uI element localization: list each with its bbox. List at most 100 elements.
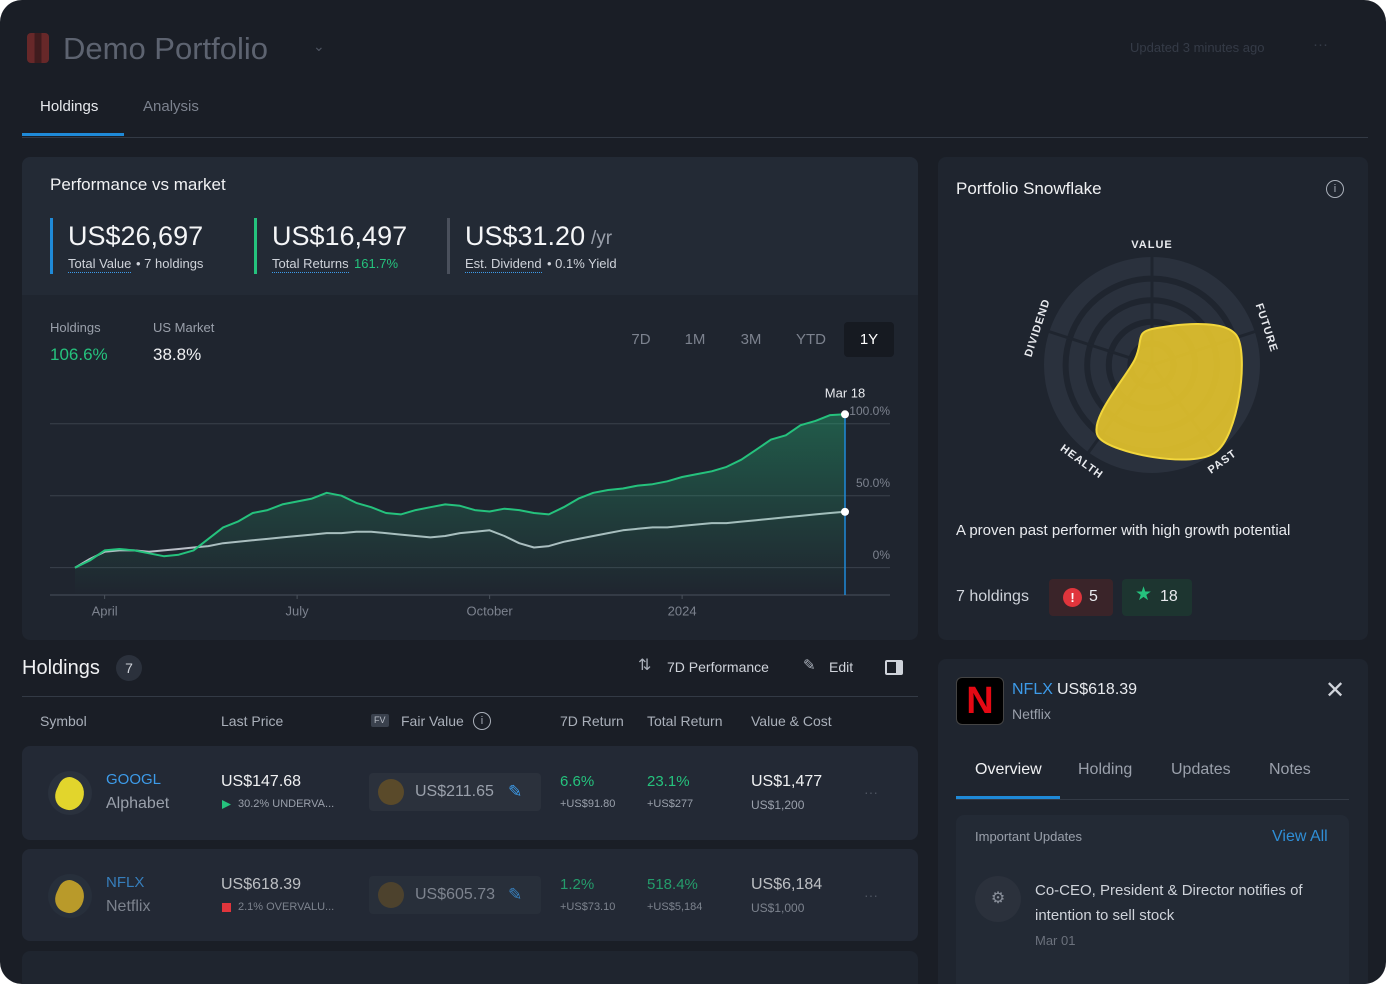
period-button[interactable]: YTD <box>796 331 826 348</box>
period-button[interactable]: 7D <box>631 331 651 348</box>
total-return: 518.4% <box>647 876 698 893</box>
divider <box>22 696 918 697</box>
valuation-marker <box>222 800 231 809</box>
period-button[interactable]: 3M <box>740 331 762 348</box>
company-name: Alphabet <box>106 795 170 813</box>
tab[interactable]: Analysis <box>143 98 199 115</box>
title-chevron[interactable]: ⌄ <box>313 38 325 54</box>
update-text[interactable]: Co-CEO, President & Director notifies of… <box>1035 882 1303 924</box>
total-return: 23.1% <box>647 773 690 790</box>
valuation-marker <box>222 903 231 912</box>
detail-tab[interactable]: Overview <box>975 761 1042 779</box>
update-icon: ⚙ <box>975 876 1021 922</box>
stat-note: 161.7% <box>354 256 399 272</box>
snowflake-panel <box>938 157 1368 640</box>
ticker[interactable]: NFLX <box>106 874 145 891</box>
stat-label: Total Value <box>68 256 132 273</box>
more-menu[interactable]: ··· <box>1313 36 1328 53</box>
holding-cost: US$1,200 <box>751 797 805 812</box>
detail-divider <box>956 799 1349 800</box>
divider <box>22 137 1368 138</box>
fair-value: US$605.73 <box>415 886 496 904</box>
column-header: Last Price <box>221 712 284 729</box>
sort-icon[interactable]: ⇅ <box>638 657 652 674</box>
column-header: 7D Return <box>560 712 624 729</box>
legend-value: 38.8% <box>153 344 202 364</box>
detail-price: US$618.39 <box>1057 681 1138 698</box>
rewards-badge[interactable] <box>1122 579 1192 616</box>
row-menu[interactable]: ··· <box>864 783 878 800</box>
panel-title: Performance vs market <box>50 175 226 194</box>
period-button[interactable]: 1Y <box>844 322 894 357</box>
detail-tab[interactable]: Updates <box>1171 761 1231 779</box>
detail-tab-underline <box>956 796 1060 799</box>
info-icon[interactable]: i <box>473 712 491 730</box>
updates-title: Important Updates <box>975 829 1082 844</box>
edit-action[interactable]: Edit <box>829 659 854 675</box>
return-7d: 1.2% <box>560 876 595 893</box>
holdings-title: Holdings <box>22 657 100 679</box>
detail-ticker[interactable]: NFLX <box>1012 681 1053 698</box>
snowflake-caption: A proven past performer with high growth… <box>956 522 1291 539</box>
holding-value: US$1,477 <box>751 773 823 791</box>
ticker[interactable]: GOOGL <box>106 771 162 788</box>
stat-label: Total Returns <box>272 256 349 273</box>
page-title: Demo Portfolio <box>63 31 269 66</box>
stat-value: US$31.20 <box>465 220 586 251</box>
fair-value-icon <box>378 882 404 908</box>
last-price: US$618.39 <box>221 876 302 894</box>
view-all[interactable]: View All <box>1272 828 1328 845</box>
total-return-amount: +US$5,184 <box>647 901 703 914</box>
fair-value-icon <box>378 779 404 805</box>
return-7d-amount: +US$73.10 <box>560 901 616 914</box>
holding-cost: US$1,000 <box>751 900 805 915</box>
columns-toggle[interactable] <box>885 660 903 675</box>
sort-action[interactable]: 7D Performance <box>667 659 769 675</box>
tab[interactable]: Holdings <box>40 98 99 115</box>
warnings-count: 5 <box>1089 588 1098 605</box>
close-button[interactable]: ✕ <box>1325 677 1346 704</box>
period-button[interactable]: 1M <box>684 331 706 348</box>
column-header: Fair Value <box>401 712 464 729</box>
detail-tab[interactable]: Holding <box>1078 761 1133 779</box>
stat-value: US$26,697 <box>68 220 204 251</box>
warning-icon: ! <box>1063 588 1082 607</box>
updated-text: Updated 3 minutes ago <box>1130 40 1265 55</box>
row-partial <box>22 951 918 984</box>
stat-note: • 7 holdings <box>136 256 204 272</box>
legend-name: Holdings <box>50 320 101 336</box>
legend-name: US Market <box>153 320 215 336</box>
snowflake-title: Portfolio Snowflake <box>956 179 1102 198</box>
edit-fair-value[interactable]: ✎ <box>508 884 523 904</box>
stat-bar <box>447 218 450 274</box>
stat-note: • 0.1% Yield <box>547 256 617 272</box>
column-header: Value & Cost <box>751 712 832 729</box>
reward-icon: ★ <box>1135 584 1153 605</box>
fv-badge: FV <box>371 714 389 727</box>
fair-value: US$211.65 <box>415 783 494 801</box>
holdings-count-text: 7 holdings <box>956 588 1029 605</box>
row-menu[interactable]: ··· <box>864 886 878 903</box>
company-logo: N <box>956 677 1004 725</box>
stat-unit: /yr <box>591 227 613 249</box>
last-price: US$147.68 <box>221 773 302 791</box>
valuation: 30.2% UNDERVA... <box>238 798 335 811</box>
holding-value: US$6,184 <box>751 876 823 894</box>
holdings-count: 7 <box>116 655 142 681</box>
edit-fair-value[interactable]: ✎ <box>508 781 523 801</box>
company-name: Netflix <box>106 898 151 916</box>
rewards-count: 18 <box>1160 588 1178 605</box>
update-date: Mar 01 <box>1035 933 1076 948</box>
column-header: Symbol <box>40 712 87 729</box>
info-icon[interactable]: i <box>1326 180 1344 198</box>
detail-tab[interactable]: Notes <box>1269 761 1311 779</box>
detail-name: Netflix <box>1012 706 1051 722</box>
legend-value: 106.6% <box>50 344 108 364</box>
stat-bar <box>254 218 257 274</box>
column-header: Total Return <box>647 712 723 729</box>
total-return-amount: +US$277 <box>647 798 694 811</box>
edit-icon[interactable]: ✎ <box>803 657 816 674</box>
updates-box <box>956 815 1349 984</box>
tab-underline <box>22 133 124 136</box>
